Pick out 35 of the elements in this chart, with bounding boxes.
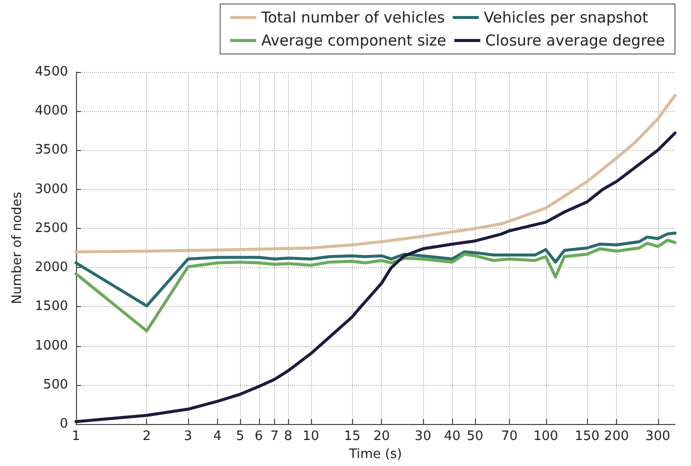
y-tick-label: 1000 bbox=[34, 338, 68, 354]
x-tick-label: 5 bbox=[236, 429, 244, 444]
x-tick-label: 70 bbox=[501, 429, 518, 444]
x-tick-label: 7 bbox=[270, 429, 279, 444]
y-tick-label: 4000 bbox=[34, 104, 68, 119]
x-tick-label: 1 bbox=[72, 429, 80, 444]
legend-label: Total number of vehicles bbox=[260, 8, 445, 26]
x-tick-label: 10 bbox=[302, 429, 320, 444]
y-tick-label: 4500 bbox=[34, 64, 68, 80]
y-tick-label: 3500 bbox=[34, 142, 68, 158]
y-tick-label: 3000 bbox=[34, 182, 68, 197]
x-tick-label: 50 bbox=[466, 429, 484, 444]
legend-label: Closure average degree bbox=[485, 32, 666, 50]
x-tick-label: 2 bbox=[142, 429, 151, 444]
y-tick-label: 0 bbox=[60, 416, 68, 432]
y-tick-label: 500 bbox=[43, 377, 68, 392]
x-axis-title: Time (s) bbox=[348, 447, 402, 462]
x-tick-label: 150 bbox=[574, 429, 600, 444]
x-tick-label: 4 bbox=[213, 429, 222, 444]
x-tick-label: 30 bbox=[414, 429, 432, 444]
y-axis-title: Number of nodes bbox=[10, 192, 26, 304]
y-tick-label: 2000 bbox=[34, 260, 68, 276]
x-tick-label: 15 bbox=[344, 429, 361, 444]
x-tick-label: 200 bbox=[604, 429, 629, 444]
x-tick-label: 300 bbox=[645, 429, 670, 444]
x-tick-label: 6 bbox=[254, 429, 263, 444]
x-tick-label: 40 bbox=[444, 429, 461, 444]
x-tick-label: 3 bbox=[184, 429, 192, 444]
x-tick-label: 100 bbox=[533, 429, 558, 444]
legend-label: Average component size bbox=[261, 32, 446, 50]
y-tick-label: 2500 bbox=[34, 220, 68, 236]
legend-label: Vehicles per snapshot bbox=[484, 8, 648, 26]
y-tick-label: 1500 bbox=[34, 299, 68, 314]
x-tick-label: 8 bbox=[284, 429, 292, 444]
x-tick-label: 20 bbox=[373, 429, 390, 444]
